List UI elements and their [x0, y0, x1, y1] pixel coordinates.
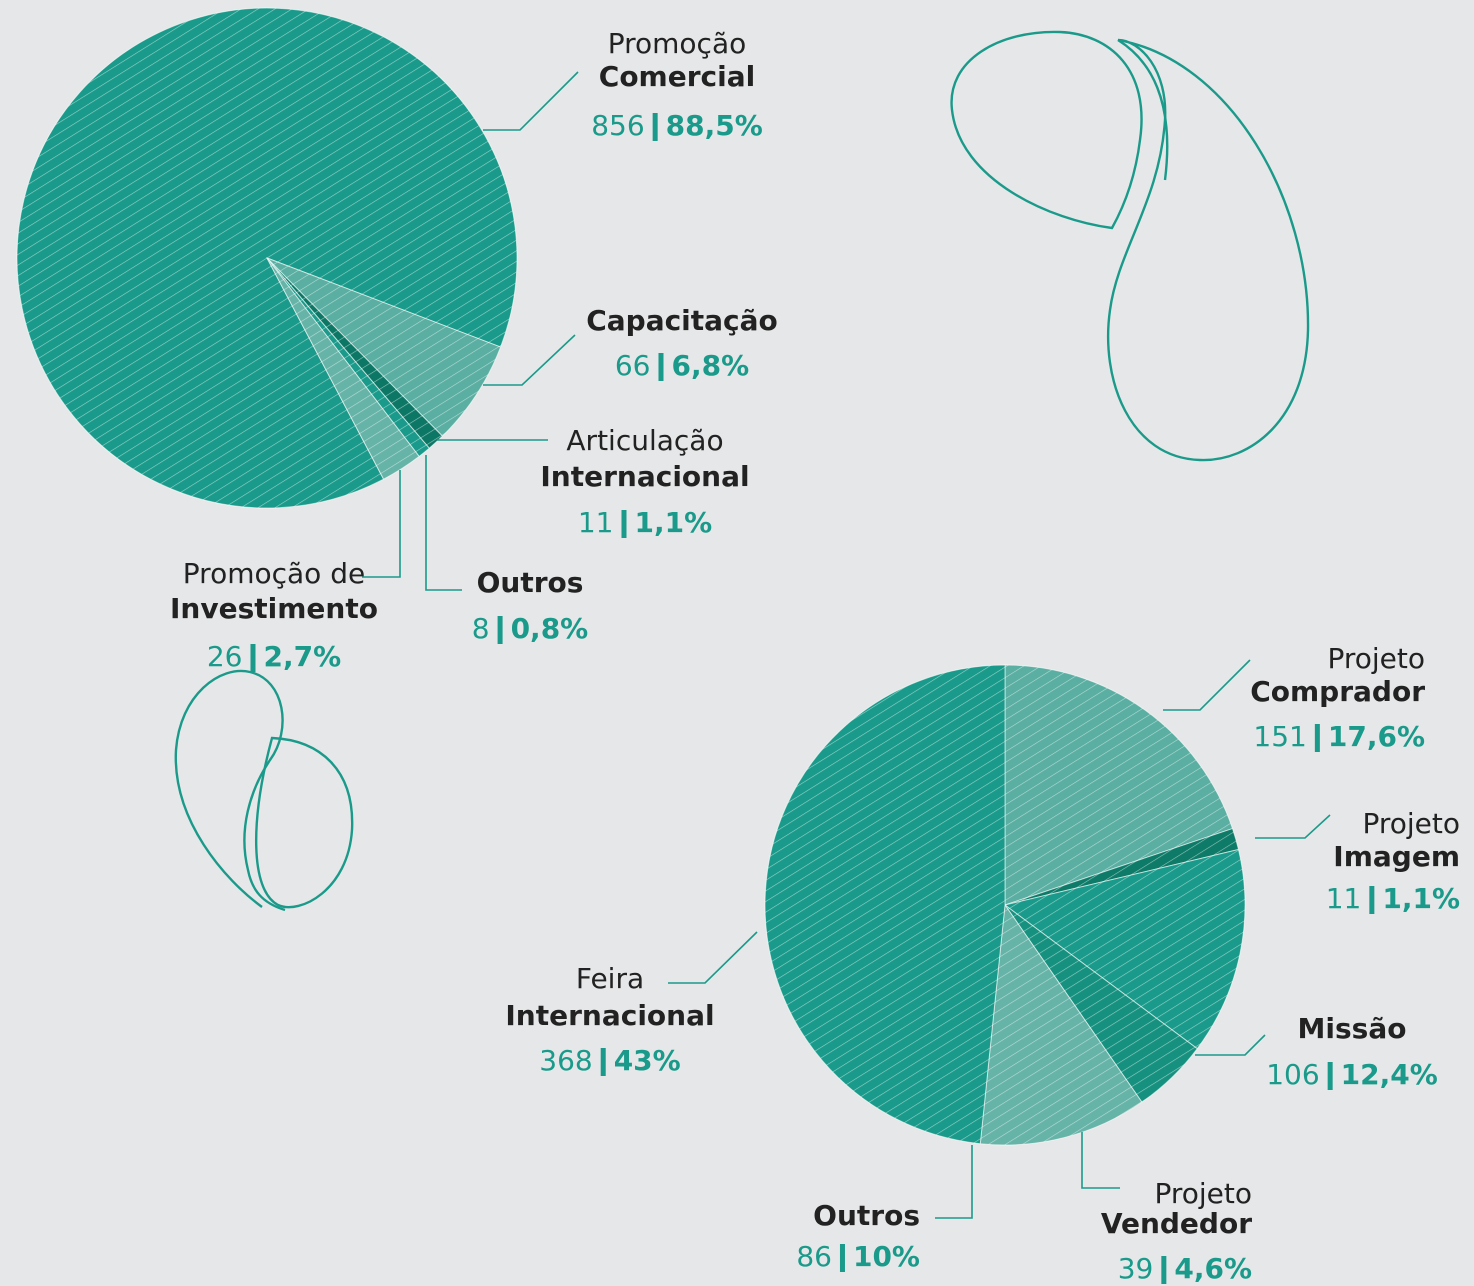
separator: [250, 644, 255, 672]
label-bold: Comercial: [599, 60, 755, 93]
label-bold: Capacitação: [586, 304, 778, 337]
leader-line: [935, 1145, 972, 1218]
value-label: 856: [591, 109, 644, 142]
label-light: Feira: [576, 962, 644, 995]
leader-line: [1255, 815, 1330, 838]
value-label: 8: [472, 612, 490, 645]
value-label: 151: [1253, 720, 1306, 753]
label-bold: Internacional: [540, 460, 749, 493]
percent-label: 12,4%: [1341, 1058, 1438, 1091]
separator: [658, 353, 663, 381]
value-label: 66: [615, 349, 651, 382]
label-bold: Comprador: [1250, 675, 1425, 708]
separator: [1369, 886, 1374, 914]
leader-line: [668, 932, 757, 983]
separator: [621, 510, 626, 538]
leader-line: [1195, 1035, 1265, 1055]
separator: [840, 1244, 845, 1272]
separator: [1161, 1256, 1166, 1284]
value-label: 11: [1326, 882, 1362, 915]
label-bold: Missão: [1298, 1012, 1407, 1045]
percent-label: 4,6%: [1174, 1252, 1252, 1285]
separator: [1328, 1062, 1333, 1090]
value-label: 11: [578, 506, 614, 539]
percent-label: 17,6%: [1328, 720, 1425, 753]
leader-line: [1163, 660, 1250, 710]
label-bold: Outros: [477, 566, 584, 599]
value-label: 39: [1118, 1252, 1154, 1285]
pie-slice: [765, 665, 1005, 1144]
label-bold: Vendedor: [1101, 1207, 1252, 1240]
percent-label: 10%: [853, 1240, 920, 1273]
percent-label: 6,8%: [671, 349, 749, 382]
percent-label: 88,5%: [666, 109, 763, 142]
percent-label: 0,8%: [511, 612, 589, 645]
percent-label: 2,7%: [263, 640, 341, 673]
leader-line: [426, 455, 462, 590]
label-light: Projeto: [1362, 807, 1460, 840]
value-label: 86: [796, 1240, 832, 1273]
separator: [1315, 724, 1320, 752]
percent-label: 43%: [614, 1044, 681, 1077]
separator: [498, 616, 503, 644]
value-label: 106: [1266, 1058, 1319, 1091]
separator: [653, 113, 658, 141]
pie: [17, 8, 517, 508]
label-light: Projeto: [1327, 642, 1425, 675]
value-label: 26: [207, 640, 243, 673]
label-light: Projeto: [1154, 1177, 1252, 1210]
label-bold: Imagem: [1333, 840, 1460, 873]
label-light: Promoção de: [183, 557, 365, 590]
leader-line: [1082, 1132, 1120, 1188]
value-label: 368: [539, 1044, 592, 1077]
chart: PromoçãoComercial 856 88,5% Capacitação 66 6,…: [0, 0, 1474, 1286]
leader-line: [483, 72, 578, 130]
percent-label: 1,1%: [634, 506, 712, 539]
label-bold: Outros: [813, 1199, 920, 1232]
percent-label: 1,1%: [1382, 882, 1460, 915]
separator: [601, 1048, 606, 1076]
label-bold: Internacional: [505, 999, 714, 1032]
label-bold: Investimento: [170, 592, 378, 625]
pie: [765, 665, 1245, 1145]
label-light: Articulação: [566, 424, 723, 457]
label-light: Promoção: [608, 27, 747, 60]
